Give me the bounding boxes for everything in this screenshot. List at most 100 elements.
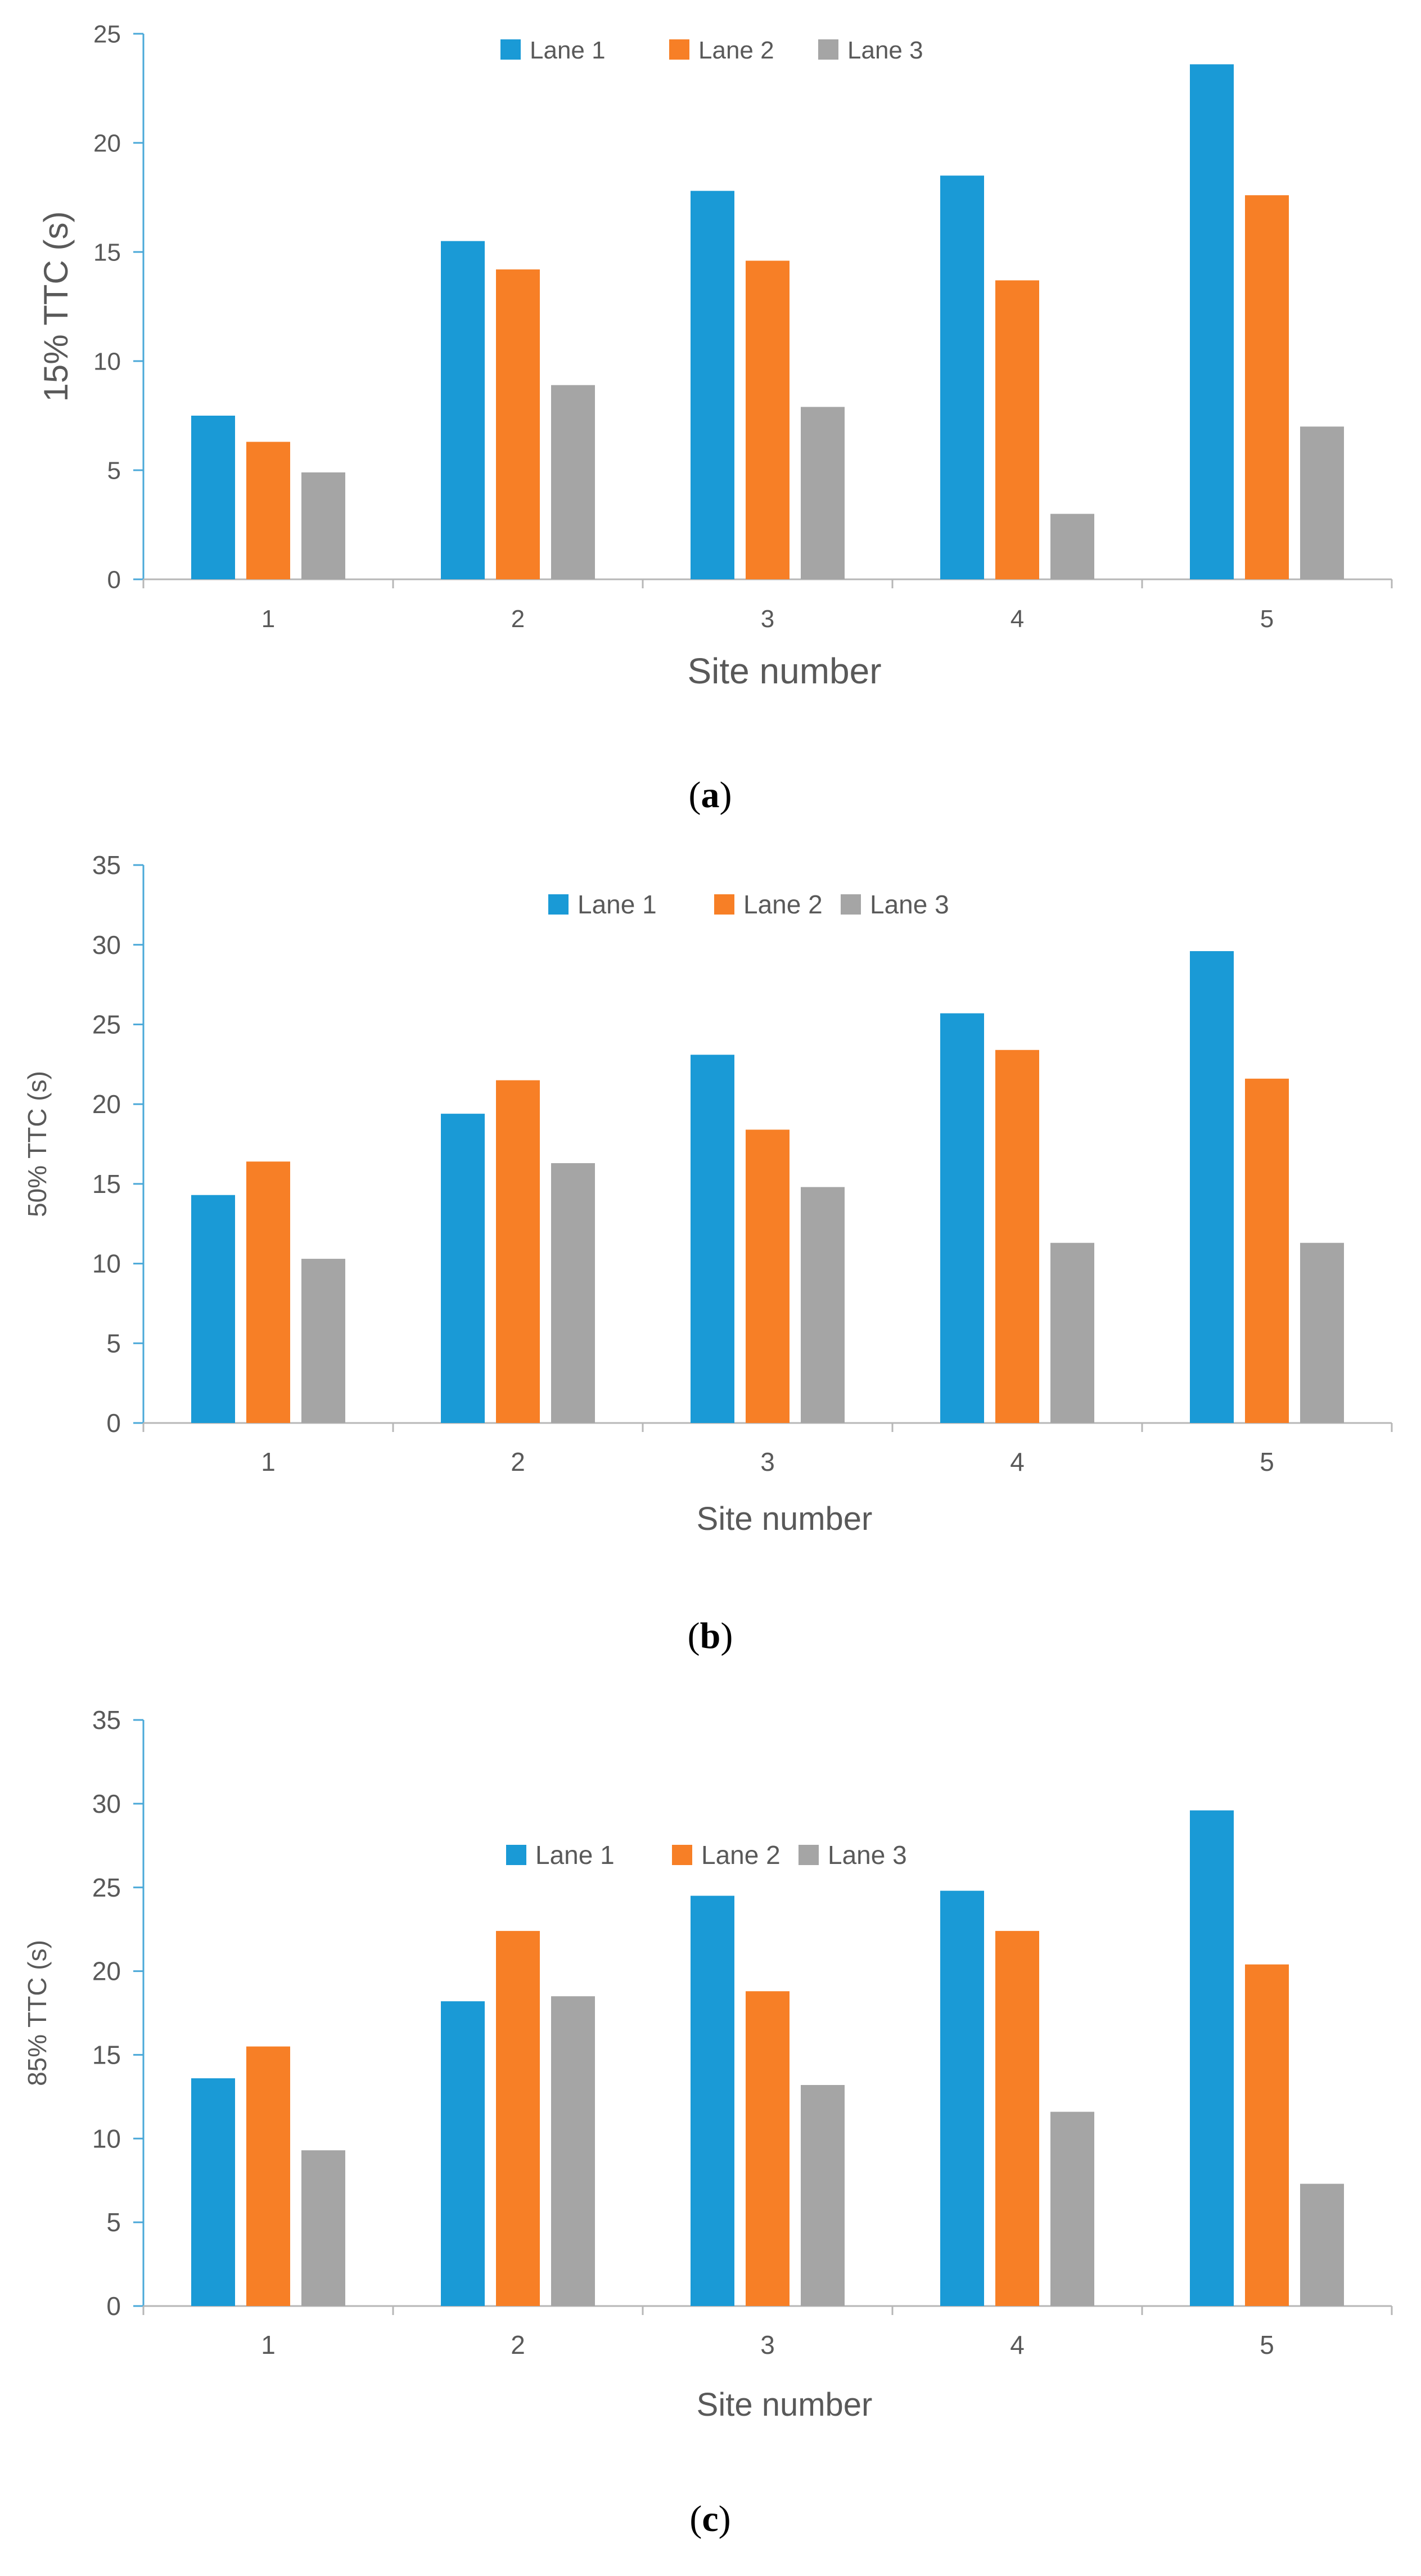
legend-swatch-lane2 [672,1845,692,1865]
y-tick-label: 0 [107,566,121,593]
x-tick-label: 5 [1260,605,1274,633]
y-tick-label: 0 [106,1408,121,1438]
bar-a-site1-lane2 [246,442,290,579]
legend-swatch-lane3 [841,894,861,915]
legend-label-lane1: Lane 1 [535,1840,615,1870]
x-axis-title: Site number [687,651,881,691]
y-tick-label: 5 [107,457,121,484]
bar-c-site3-lane1 [691,1895,734,2306]
bar-c-site1-lane3 [301,2150,345,2306]
legend-label-lane1: Lane 1 [530,37,606,64]
bar-b-site3-lane2 [746,1129,790,1423]
y-axis-title: 50% TTC (s) [22,1071,52,1217]
legend-swatch-lane1 [506,1845,526,1865]
bar-c-site5-lane3 [1300,2183,1344,2306]
panel-label-letter: b [700,1615,721,1656]
bar-b-site3-lane1 [691,1055,734,1423]
x-tick-label: 2 [511,2330,525,2359]
x-tick-label: 1 [261,1447,276,1476]
bar-a-site5-lane3 [1300,426,1344,579]
x-tick-label: 4 [1011,605,1024,633]
bar-c-site5-lane1 [1190,1810,1234,2306]
y-tick-label: 25 [92,1010,121,1039]
x-tick-label: 2 [511,1447,525,1476]
panel-label-a: (a) [689,774,732,816]
bar-b-site4-lane3 [1050,1242,1094,1423]
bar-c-site3-lane2 [746,1991,790,2306]
chart-panel-b: 0 5 10 15 20 25 30 35 1 2 3 4 5 50% TTC (s) Site numbe… [22,850,1393,1656]
bar-c-site3-lane3 [801,2085,845,2306]
x-tick-label: 5 [1260,1447,1274,1476]
panel-label-b: (b) [688,1615,733,1656]
bar-b-site3-lane3 [801,1187,845,1423]
bar-c-site4-lane2 [995,1931,1039,2306]
y-tick-label: 20 [93,129,121,157]
bar-b-site5-lane3 [1300,1242,1344,1423]
legend-swatch-lane2 [669,39,689,60]
bar-a-site3-lane2 [746,260,790,579]
y-tick-label: 25 [92,1873,121,1902]
bar-c-site2-lane2 [496,1931,540,2306]
y-tick-label: 10 [93,348,121,375]
panel-label-close: ) [719,2498,731,2539]
bar-a-site2-lane2 [496,269,540,579]
panel-label-close: ) [720,1615,733,1656]
y-tick-label: 30 [92,930,121,960]
bar-a-site3-lane3 [801,407,845,579]
x-tick-label: 1 [261,605,275,633]
y-tick-label: 10 [92,2124,121,2153]
bar-c-site4-lane3 [1050,2111,1094,2306]
bar-c-site4-lane1 [940,1890,984,2306]
y-axis-title: 85% TTC (s) [22,1940,52,2086]
legend-swatch-lane3 [818,39,838,60]
legend-label-lane2: Lane 2 [701,1840,781,1870]
panel-label-letter: a [701,774,720,816]
chart-panel-a: 0 5 10 15 20 25 1 2 3 4 5 15% TTC (s) Site number Lan… [37,20,1393,816]
legend: Lane 1 Lane 2 Lane 3 [548,890,949,919]
x-tick-label: 4 [1010,1447,1025,1476]
y-tick-label: 30 [92,1789,121,1818]
y-tick-label: 15 [92,1169,121,1199]
bar-a-site1-lane1 [191,416,235,579]
y-tick-label: 35 [92,850,121,880]
bar-a-site2-lane3 [551,385,595,579]
legend-swatch-lane1 [500,39,521,60]
y-tick-label: 5 [106,1328,121,1358]
legend: Lane 1 Lane 2 Lane 3 [506,1840,907,1870]
legend-label-lane2: Lane 2 [698,37,774,64]
bar-a-site4-lane3 [1050,514,1094,579]
panel-label-open: ( [689,2498,702,2539]
x-tick-label: 3 [761,605,774,633]
y-tick-label: 15 [92,2041,121,2070]
bar-b-site5-lane1 [1190,951,1234,1423]
bar-a-site4-lane2 [995,280,1039,579]
bar-a-site5-lane1 [1190,64,1234,579]
x-axis-title: Site number [697,2386,873,2423]
legend-swatch-lane2 [714,894,734,915]
bar-a-site4-lane1 [940,175,984,579]
bar-c-site1-lane2 [246,2046,290,2306]
x-tick-label: 1 [261,2330,276,2359]
legend-swatch-lane3 [799,1845,819,1865]
legend-label-lane2: Lane 2 [743,890,823,919]
bar-a-site5-lane2 [1245,195,1289,579]
legend-label-lane1: Lane 1 [578,890,657,919]
x-axis-title: Site number [697,1501,873,1537]
y-tick-label: 35 [92,1705,121,1735]
bar-c-site2-lane3 [551,1996,595,2306]
bar-a-site1-lane3 [301,472,345,579]
bar-c-site1-lane1 [191,2078,235,2306]
bar-b-site2-lane1 [441,1114,485,1423]
x-tick-label: 2 [511,605,525,633]
bar-c-site5-lane2 [1245,1964,1289,2306]
legend-label-lane3: Lane 3 [828,1840,907,1870]
legend: Lane 1 Lane 2 Lane 3 [500,37,923,64]
x-tick-label: 4 [1010,2330,1025,2359]
panel-label-close: ) [720,774,732,816]
bar-b-site1-lane3 [301,1259,345,1423]
x-tick-label: 3 [760,2330,775,2359]
legend-swatch-lane1 [548,894,569,915]
bar-a-site3-lane1 [691,191,734,579]
bar-b-site1-lane1 [191,1195,235,1423]
